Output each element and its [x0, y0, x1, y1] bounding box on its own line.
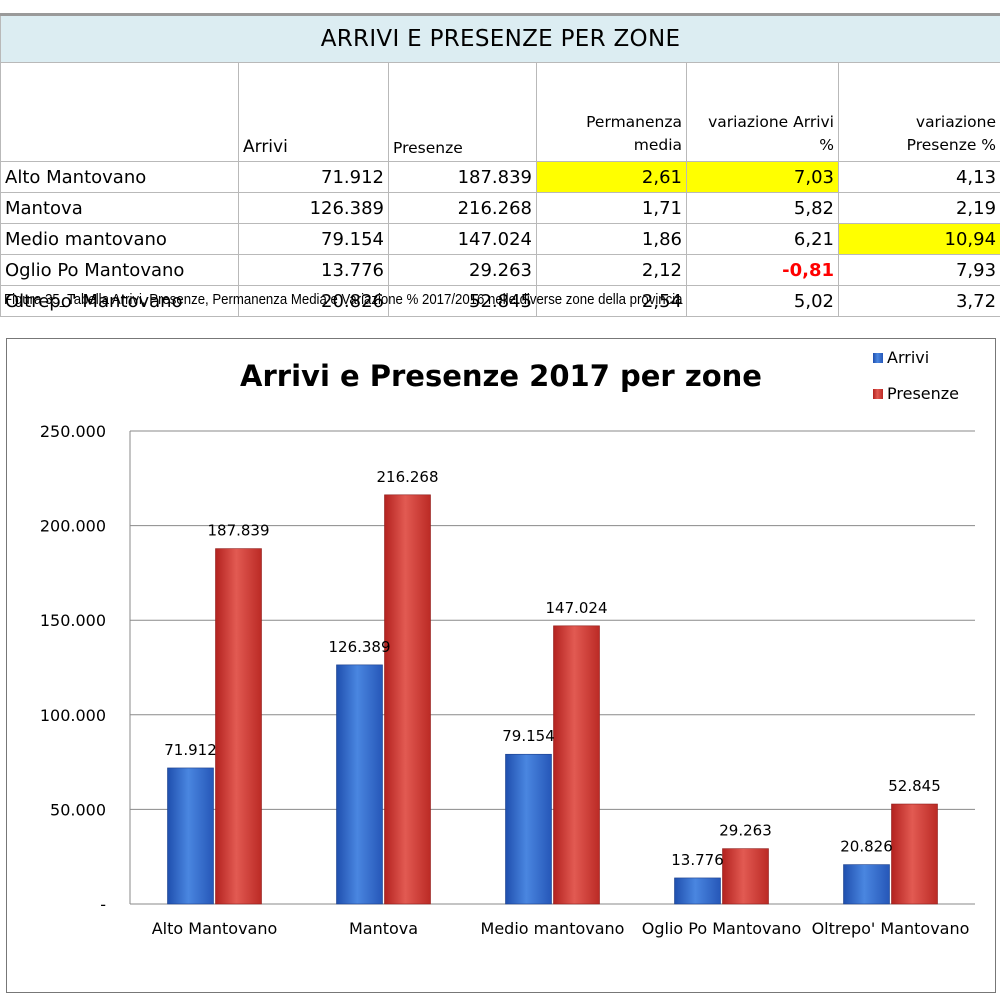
var-presenze-cell: 2,19: [837, 192, 1000, 224]
data-label: 20.826: [840, 838, 893, 856]
zone-cell: Oglio Po Mantovano: [0, 254, 239, 286]
arrivi-cell: 13.776: [238, 254, 389, 286]
legend-swatch-arrivi: [873, 353, 883, 363]
permanenza-cell: 1,86: [536, 223, 687, 255]
x-tick-label: Oltrepo' Mantovano: [812, 919, 970, 938]
var-presenze-cell: 7,93: [837, 254, 1000, 286]
header-var-presenze: variazione Presenze %: [837, 62, 1000, 162]
data-label: 187.839: [207, 522, 269, 540]
header-var-arrivi: variazione Arrivi%: [686, 62, 839, 162]
data-label: 216.268: [376, 468, 438, 486]
header-var-presenze-line2: Presenze %: [906, 136, 997, 154]
y-tick-label: 150.000: [40, 611, 106, 630]
var-arrivi-cell: -0,81: [686, 254, 839, 286]
var-arrivi-cell: 5,02: [686, 285, 839, 317]
data-label: 126.389: [328, 638, 390, 656]
data-table: ARRIVI E PRESENZE PER ZONE Arrivi Presen…: [0, 13, 1000, 317]
header-zone: [0, 62, 239, 162]
bar-presenze: [384, 494, 431, 905]
bar-presenze: [722, 848, 769, 905]
var-arrivi-cell: 6,21: [686, 223, 839, 255]
var-presenze-cell: 4,13: [837, 161, 1000, 193]
bar-arrivi: [167, 767, 214, 905]
permanenza-cell: 2,12: [536, 254, 687, 286]
legend-label-presenze: Presenze: [887, 384, 959, 403]
header-permanenza-line1: Permanenza: [586, 113, 682, 131]
y-tick-label: -: [100, 895, 106, 914]
arrivi-cell: 20.826: [238, 285, 389, 317]
legend-label-arrivi: Arrivi: [887, 348, 929, 367]
zone-cell: Oltrepo' Mantovano: [0, 285, 239, 317]
var-arrivi-cell: 5,82: [686, 192, 839, 224]
bar-arrivi: [674, 877, 721, 905]
figure-caption: Figura 35_Tabella Arrivi, Presenze, Perm…: [4, 291, 683, 308]
data-label: 29.263: [719, 822, 772, 840]
x-tick-label: Oglio Po Mantovano: [642, 919, 801, 938]
y-tick-label: 200.000: [40, 517, 106, 536]
zone-cell: Mantova: [0, 192, 239, 224]
table-row: Oglio Po Mantovano 13.776 29.263 2,12 -0…: [0, 254, 1000, 286]
arrivi-cell: 71.912: [238, 161, 389, 193]
bar-presenze: [215, 548, 262, 905]
table-row: Alto Mantovano 71.912 187.839 2,61 7,03 …: [0, 161, 1000, 193]
bar-arrivi: [843, 864, 890, 905]
bar-chart: - 50.000 100.000 150.000 200.000 250.000 71.9…: [40, 348, 975, 938]
header-var-presenze-line1: variazione: [915, 113, 997, 131]
table-row: Medio mantovano 79.154 147.024 1,86 6,21…: [0, 223, 1000, 255]
presenze-cell: 147.024: [388, 223, 537, 255]
arrivi-cell: 79.154: [238, 223, 389, 255]
bar-presenze: [891, 803, 938, 905]
presenze-cell: 29.263: [388, 254, 537, 286]
bar-arrivi: [505, 753, 552, 905]
bar-presenze: [553, 625, 600, 905]
data-label: 13.776: [671, 851, 724, 869]
zone-cell: Medio mantovano: [0, 223, 239, 255]
bar-arrivi: [336, 664, 383, 905]
table-title: ARRIVI E PRESENZE PER ZONE: [0, 13, 1000, 63]
chart-title: Arrivi e Presenze 2017 per zone: [240, 359, 762, 393]
zone-cell: Alto Mantovano: [0, 161, 239, 193]
legend-swatch-presenze: [873, 389, 883, 399]
header-presenze: Presenze: [388, 62, 537, 162]
data-label: 71.912: [164, 741, 217, 759]
presenze-cell: 187.839: [388, 161, 537, 193]
data-label: 147.024: [545, 599, 607, 617]
header-permanenza: Permanenza media: [536, 62, 687, 162]
y-tick-label: 50.000: [50, 800, 106, 819]
header-var-arrivi-line2: %: [819, 136, 834, 154]
arrivi-cell: 126.389: [238, 192, 389, 224]
header-permanenza-line2: media: [633, 136, 682, 154]
var-presenze-cell: 10,94: [837, 223, 1000, 255]
permanenza-cell: 2,54: [536, 285, 687, 317]
data-label: 52.845: [888, 777, 941, 795]
presenze-cell: 216.268: [388, 192, 537, 224]
table-row: Oltrepo' Mantovano 20.826 52.845 2,54 5,…: [0, 285, 1000, 317]
x-tick-label: Mantova: [349, 919, 418, 938]
chart-frame: - 50.000 100.000 150.000 200.000 250.000 71.9…: [6, 338, 996, 993]
var-presenze-cell: 3,72: [837, 285, 1000, 317]
y-tick-label: 250.000: [40, 422, 106, 441]
header-var-arrivi-line1: variazione Arrivi: [708, 113, 834, 131]
x-tick-label: Alto Mantovano: [152, 919, 278, 938]
permanenza-cell: 2,61: [536, 161, 687, 193]
permanenza-cell: 1,71: [536, 192, 687, 224]
var-arrivi-cell: 7,03: [686, 161, 839, 193]
y-tick-label: 100.000: [40, 706, 106, 725]
header-arrivi: Arrivi: [238, 62, 389, 162]
table-row: Mantova 126.389 216.268 1,71 5,82 2,19: [0, 192, 1000, 224]
x-tick-label: Medio mantovano: [481, 919, 625, 938]
data-label: 79.154: [502, 727, 555, 745]
